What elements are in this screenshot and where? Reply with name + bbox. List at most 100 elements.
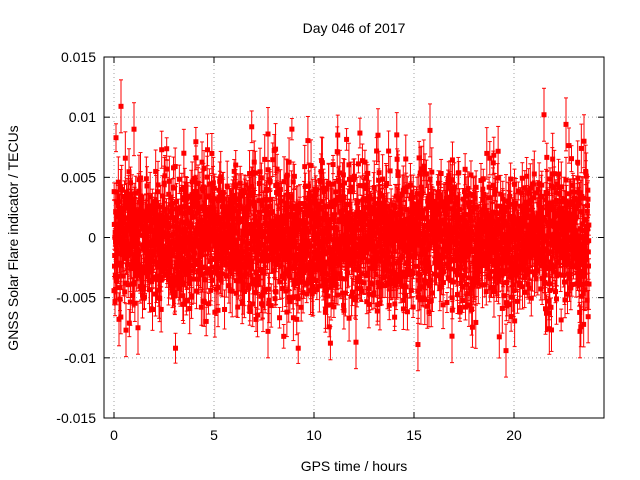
data-marker <box>172 164 178 170</box>
data-marker <box>153 276 159 282</box>
data-marker <box>170 185 176 191</box>
data-marker <box>212 256 218 262</box>
data-marker <box>164 166 170 172</box>
data-marker <box>125 199 131 205</box>
data-marker <box>197 243 203 249</box>
data-marker <box>123 229 129 235</box>
data-marker <box>166 191 172 197</box>
data-marker <box>252 170 258 176</box>
data-marker <box>136 248 142 254</box>
data-marker <box>147 287 153 293</box>
data-marker <box>209 150 215 156</box>
data-marker <box>183 248 189 254</box>
data-marker <box>115 179 121 185</box>
data-marker <box>147 194 153 200</box>
data-marker <box>181 260 187 266</box>
data-marker <box>150 307 156 313</box>
data-marker <box>143 231 149 237</box>
data-marker <box>184 238 190 244</box>
data-marker <box>204 266 210 272</box>
data-marker <box>117 296 123 302</box>
data-marker <box>200 265 206 271</box>
data-marker <box>268 303 274 309</box>
data-marker <box>123 202 129 208</box>
data-marker <box>180 280 186 286</box>
data-marker <box>195 181 201 187</box>
data-marker <box>118 262 124 268</box>
data-marker <box>122 280 128 286</box>
data-marker <box>137 265 143 271</box>
data-marker <box>193 242 199 248</box>
data-marker <box>203 318 209 324</box>
data-marker <box>273 289 279 295</box>
data-marker <box>187 254 193 260</box>
data-point <box>193 145 199 171</box>
data-marker <box>215 307 221 313</box>
data-marker <box>267 179 273 185</box>
data-marker <box>153 291 159 297</box>
data-point <box>189 286 195 305</box>
data-marker <box>185 194 191 200</box>
data-marker <box>112 299 118 305</box>
data-point <box>173 332 179 364</box>
data-marker <box>130 210 136 216</box>
data-marker <box>131 215 137 221</box>
data-marker <box>126 169 132 175</box>
data-marker <box>139 194 145 200</box>
data-marker <box>177 280 183 286</box>
data-marker <box>200 237 206 243</box>
data-marker <box>113 189 119 195</box>
data-marker <box>122 155 128 161</box>
data-marker <box>117 224 123 230</box>
data-marker <box>125 282 131 288</box>
data-marker <box>178 208 184 214</box>
data-marker <box>277 279 283 285</box>
data-marker <box>204 174 210 180</box>
data-marker <box>183 190 189 196</box>
data-marker <box>134 216 140 222</box>
data-marker <box>250 301 256 307</box>
data-marker <box>180 266 186 272</box>
data-marker <box>132 262 138 268</box>
data-marker <box>138 286 144 292</box>
data-marker <box>142 294 148 300</box>
data-marker <box>235 304 241 310</box>
data-marker <box>119 187 125 193</box>
data-marker <box>214 242 220 248</box>
data-marker <box>133 212 139 218</box>
data-marker <box>168 233 174 239</box>
data-marker <box>203 270 209 276</box>
data-marker <box>161 214 167 220</box>
data-marker <box>207 258 213 264</box>
data-marker <box>158 256 164 262</box>
data-marker <box>180 239 186 245</box>
data-marker <box>198 304 204 310</box>
data-point <box>159 130 165 169</box>
data-marker <box>130 241 136 247</box>
data-marker <box>145 249 151 255</box>
data-marker <box>213 212 219 218</box>
data-marker <box>147 262 153 268</box>
data-marker <box>197 194 203 200</box>
data-marker <box>161 180 167 186</box>
data-marker <box>170 200 176 206</box>
data-marker <box>176 176 182 182</box>
data-marker <box>209 264 215 270</box>
data-marker <box>131 196 137 202</box>
data-marker <box>155 182 161 188</box>
data-marker <box>199 159 205 165</box>
data-marker <box>251 159 257 165</box>
data-marker <box>198 204 204 210</box>
data-marker <box>247 308 253 314</box>
data-marker <box>150 258 156 264</box>
data-marker <box>179 275 185 281</box>
data-marker <box>165 232 171 238</box>
data-marker <box>159 147 165 153</box>
data-marker <box>111 288 117 294</box>
data-marker <box>277 315 283 321</box>
data-marker <box>119 213 125 219</box>
data-marker <box>155 189 161 195</box>
data-marker <box>177 285 183 291</box>
data-marker <box>212 196 218 202</box>
